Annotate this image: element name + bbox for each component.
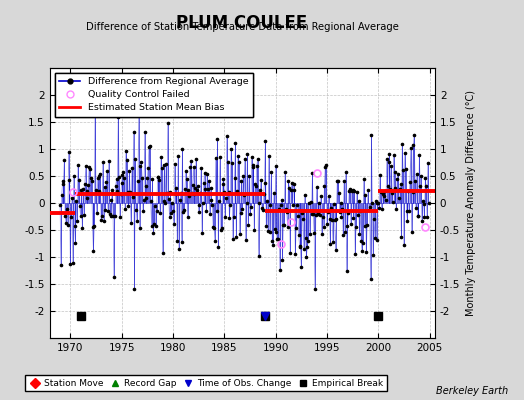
- Text: Berkeley Earth: Berkeley Earth: [436, 386, 508, 396]
- Text: PLUM COULEE: PLUM COULEE: [177, 14, 308, 32]
- Text: Difference of Station Temperature Data from Regional Average: Difference of Station Temperature Data f…: [85, 22, 399, 32]
- Legend: Station Move, Record Gap, Time of Obs. Change, Empirical Break: Station Move, Record Gap, Time of Obs. C…: [26, 375, 387, 392]
- Y-axis label: Monthly Temperature Anomaly Difference (°C): Monthly Temperature Anomaly Difference (…: [466, 90, 476, 316]
- Legend: Difference from Regional Average, Quality Control Failed, Estimated Station Mean: Difference from Regional Average, Qualit…: [54, 73, 253, 117]
